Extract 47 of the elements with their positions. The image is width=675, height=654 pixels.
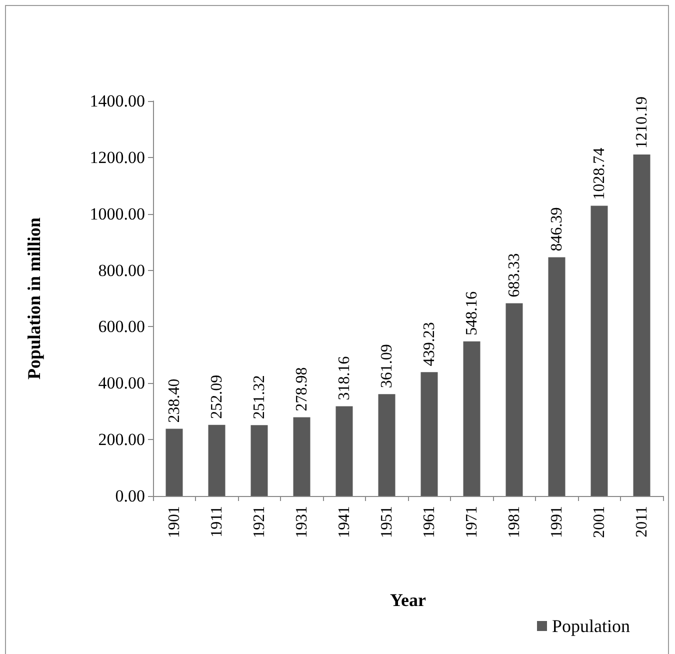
x-tick-label: 1981 bbox=[506, 506, 523, 538]
x-tick-label: 1921 bbox=[250, 506, 268, 538]
x-tick-label: 1901 bbox=[166, 506, 183, 538]
data-label: 1210.19 bbox=[633, 96, 650, 149]
bar bbox=[506, 303, 523, 496]
data-label: 439.23 bbox=[420, 322, 438, 366]
y-tick-label: 800.00 bbox=[98, 260, 145, 280]
bar bbox=[463, 341, 480, 496]
y-tick-label: 0.00 bbox=[115, 486, 145, 506]
y-tick-label: 400.00 bbox=[98, 374, 145, 393]
x-axis-title: Year bbox=[390, 590, 426, 610]
legend-label: Population bbox=[552, 616, 630, 636]
bar bbox=[250, 425, 268, 496]
data-label: 846.39 bbox=[548, 207, 566, 252]
y-tick-label: 1200.00 bbox=[90, 148, 145, 167]
x-tick-label: 1961 bbox=[420, 506, 438, 538]
bar bbox=[378, 394, 396, 496]
y-axis-title: Population in million bbox=[24, 217, 44, 380]
bar bbox=[336, 406, 353, 496]
x-tick-label: 1971 bbox=[463, 506, 480, 538]
bar bbox=[590, 206, 608, 496]
y-tick-label: 600.00 bbox=[98, 317, 145, 336]
data-label: 278.98 bbox=[293, 367, 310, 412]
data-label: 548.16 bbox=[463, 291, 480, 336]
bar bbox=[166, 428, 183, 496]
data-label: 238.40 bbox=[166, 378, 183, 423]
x-tick-label: 1931 bbox=[293, 506, 310, 538]
x-tick-label: 2001 bbox=[590, 506, 608, 538]
data-label: 361.09 bbox=[378, 344, 396, 388]
bar bbox=[208, 424, 226, 496]
data-label: 252.09 bbox=[208, 374, 226, 419]
data-label: 318.16 bbox=[336, 356, 353, 400]
data-label: 251.32 bbox=[250, 375, 268, 420]
bar bbox=[293, 417, 310, 496]
data-label: 1028.74 bbox=[590, 148, 608, 200]
x-tick-label: 1941 bbox=[336, 506, 353, 538]
y-tick-label: 1400.00 bbox=[90, 92, 145, 110]
x-tick-label: 1991 bbox=[548, 506, 566, 538]
x-tick-label: 2011 bbox=[633, 506, 650, 538]
y-tick-label: 200.00 bbox=[98, 430, 145, 450]
bar bbox=[633, 154, 650, 496]
bar bbox=[548, 257, 566, 496]
x-tick-label: 1951 bbox=[378, 506, 396, 538]
y-tick-label: 1000.00 bbox=[90, 204, 145, 224]
data-label: 683.33 bbox=[506, 253, 523, 298]
bar bbox=[420, 372, 438, 496]
x-tick-label: 1911 bbox=[208, 506, 226, 538]
